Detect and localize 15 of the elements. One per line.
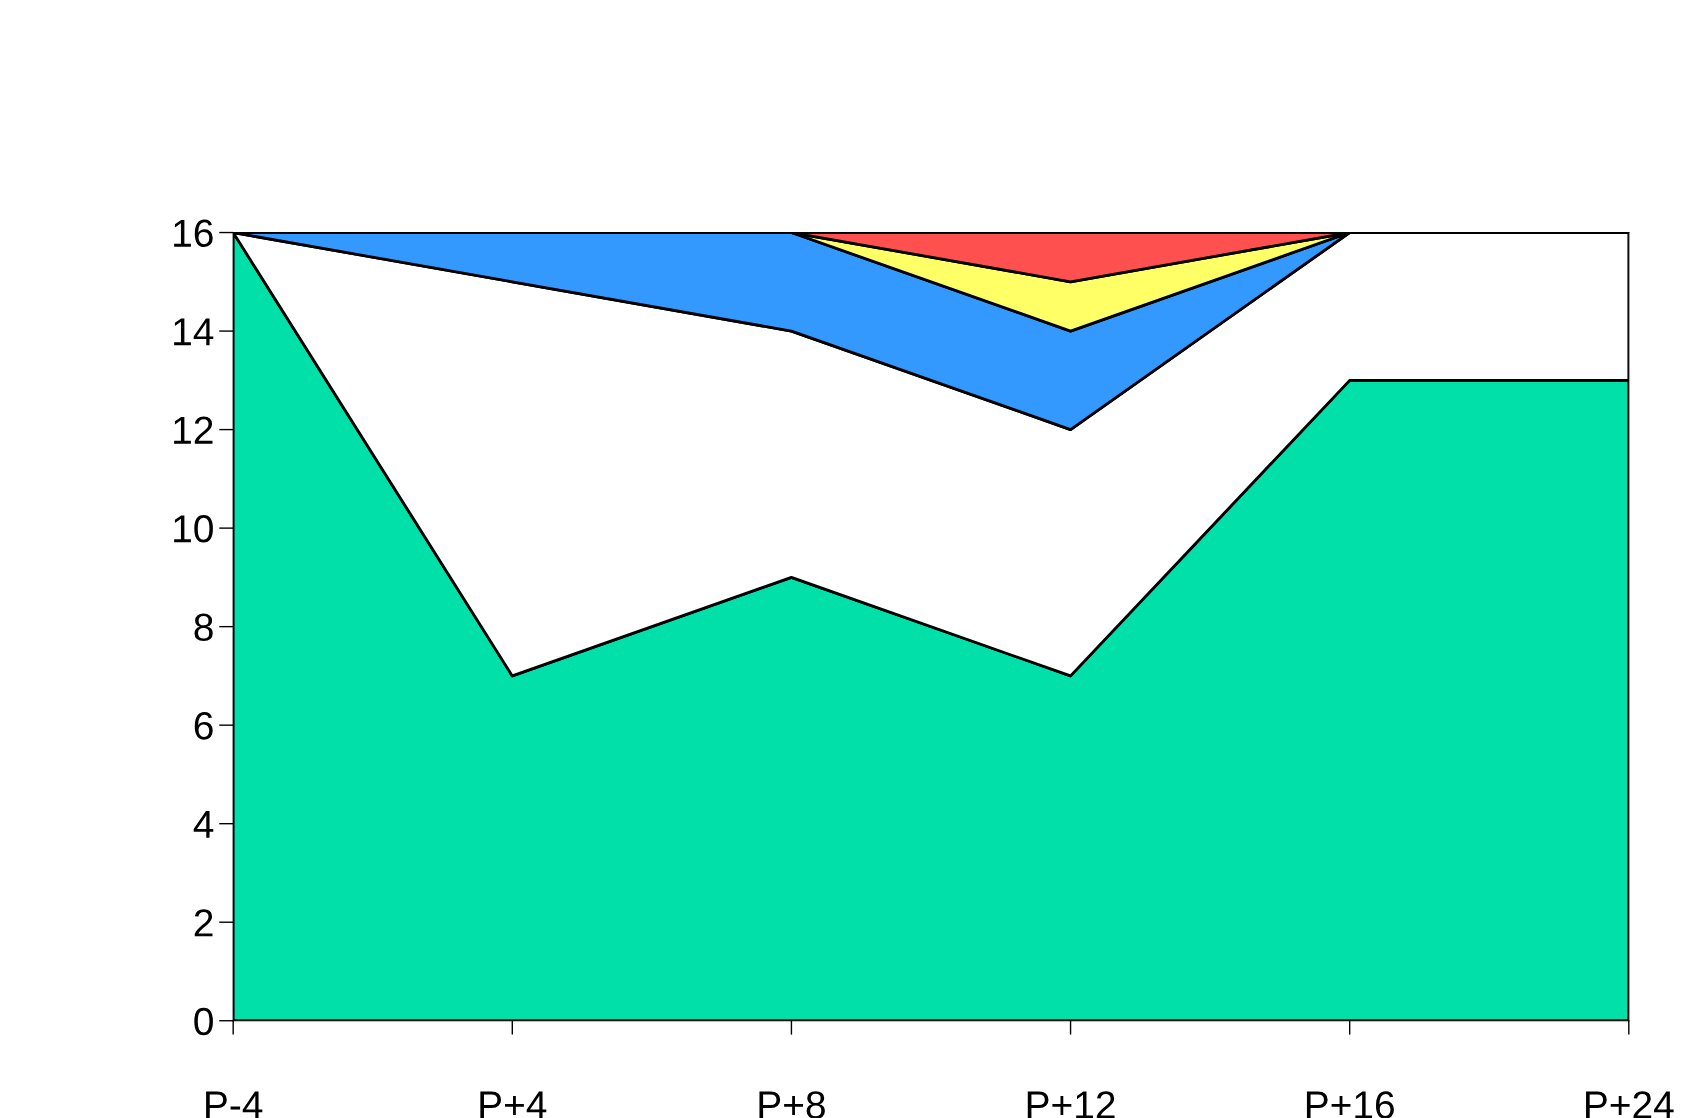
x-tick-label: P+8 [759, 1091, 825, 1118]
x-tick-label: P+16 [1306, 1091, 1394, 1118]
y-tick-label: 2 [194, 909, 213, 937]
y-tick-label: 6 [194, 712, 213, 740]
x-tick-label: P+12 [1027, 1091, 1115, 1118]
y-tick-label: 8 [194, 613, 213, 642]
y-tick-label: 14 [174, 318, 214, 346]
y-tick-label: 10 [174, 515, 213, 543]
x-tick-label: P+4 [480, 1091, 547, 1118]
y-tick-label: 4 [193, 811, 214, 838]
x-tick-label: P-4 [206, 1091, 263, 1118]
y-tick-label: 12 [174, 416, 213, 444]
y-tick-label: 16 [174, 219, 213, 248]
x-tick-label: P+24 [1586, 1091, 1674, 1118]
y-tick-label: 0 [194, 1007, 213, 1036]
